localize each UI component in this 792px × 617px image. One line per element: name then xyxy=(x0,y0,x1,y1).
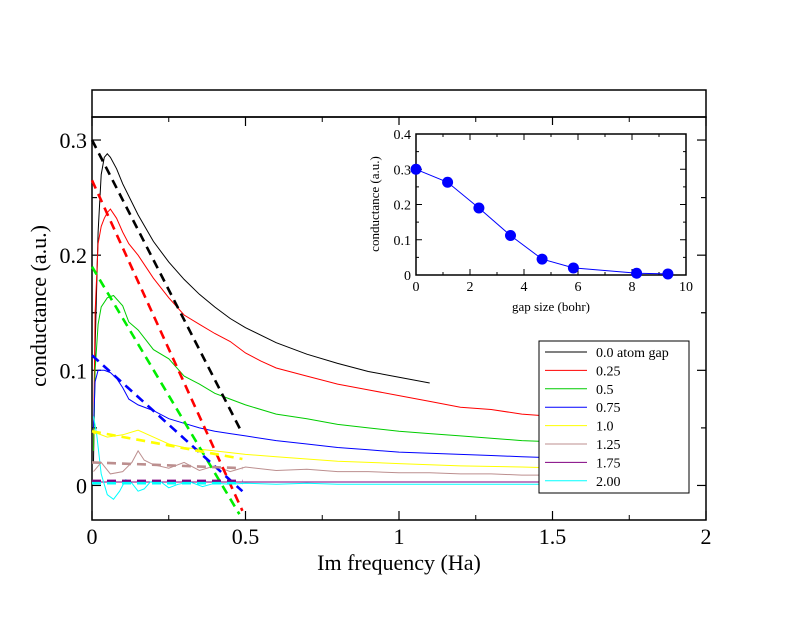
inset-x-tick-label: 2 xyxy=(467,280,474,295)
inset-x-tick-label: 10 xyxy=(679,280,693,295)
series-line-3 xyxy=(93,369,568,459)
inset-y-axis-label: conductance (a.u.) xyxy=(367,156,382,252)
main-axis-ticks: 0 0.5 1 1.5 2 0 0.1 0.2 0.3 xyxy=(60,117,712,549)
inset-x-tick-label: 4 xyxy=(521,280,528,295)
inset-data-point xyxy=(505,230,516,242)
series-line-7 xyxy=(93,416,568,500)
inset-x-tick-label: 0 xyxy=(413,280,420,295)
inset-x-axis-label: gap size (bohr) xyxy=(512,299,590,314)
y-tick-label: 0.1 xyxy=(60,358,88,383)
main-x-axis-label: Im frequency (Ha) xyxy=(317,550,481,575)
fit-line-12 xyxy=(91,430,243,461)
inset-data-point xyxy=(567,262,579,274)
inset-y-tick-label: 0.2 xyxy=(394,199,412,214)
inset-data-point xyxy=(473,202,485,214)
fit-line-11 xyxy=(91,354,244,493)
legend-label: 0.25 xyxy=(596,364,621,379)
series-line-0 xyxy=(93,153,430,463)
fit-line-9 xyxy=(90,179,244,512)
legend-box xyxy=(538,340,690,494)
fit-line-10 xyxy=(90,266,241,515)
legend-label: 1.0 xyxy=(596,420,614,435)
legend-label: 1.75 xyxy=(596,456,621,471)
inset-data-point xyxy=(410,163,422,175)
x-tick-label: 0.5 xyxy=(232,524,260,549)
main-y-axis-label: conductance (a.u.) xyxy=(26,225,51,387)
inset-y-tick-label: 0 xyxy=(404,269,411,284)
inset-y-tick-label: 0.4 xyxy=(394,128,412,143)
inset-data-point xyxy=(662,268,674,280)
inset-data-point xyxy=(536,253,548,265)
series-line-2 xyxy=(93,294,568,451)
x-tick-label: 0 xyxy=(87,524,98,549)
y-tick-label: 0 xyxy=(76,473,87,498)
top-band xyxy=(91,89,707,118)
y-tick-label: 0.3 xyxy=(60,128,88,153)
inset-y-tick-label: 0.3 xyxy=(394,163,412,178)
inset-data-point xyxy=(631,267,643,279)
inset-x-tick-label: 6 xyxy=(575,280,582,295)
legend-label: 0.0 atom gap xyxy=(596,346,669,361)
inset-data-point xyxy=(442,176,454,188)
inset-series-line xyxy=(415,168,668,275)
legend-label: 1.25 xyxy=(596,438,621,453)
legend-items: 0.0 atom gap 0.25 0.5 0.75 1.0 1.25 1.75 2.00 xyxy=(545,346,669,490)
main-series xyxy=(90,139,568,515)
inset-axis-ticks: 0 2 4 6 8 10 0 0.1 0.2 0.3 0.4 xyxy=(394,128,694,295)
x-tick-label: 2 xyxy=(701,524,712,549)
fit-line-13 xyxy=(91,461,243,470)
legend-label: 0.75 xyxy=(596,401,621,416)
series-line-5 xyxy=(93,449,568,476)
inset-series xyxy=(410,163,674,280)
series-line-4 xyxy=(93,429,568,469)
fit-line-8 xyxy=(90,139,244,435)
inset-x-tick-label: 8 xyxy=(629,280,636,295)
y-tick-label: 0.2 xyxy=(60,243,88,268)
x-tick-label: 1 xyxy=(394,524,405,549)
legend-label: 0.5 xyxy=(596,383,614,398)
legend: 0.0 atom gap 0.25 0.5 0.75 1.0 1.25 1.75 2.00 xyxy=(538,340,690,494)
legend-label: 2.00 xyxy=(596,475,621,490)
inset-y-tick-label: 0.1 xyxy=(394,234,412,249)
inset-chart: 0 2 4 6 8 10 0 0.1 0.2 0.3 0.4 gap size (bohr) con… xyxy=(367,125,693,314)
x-tick-label: 1.5 xyxy=(539,524,567,549)
